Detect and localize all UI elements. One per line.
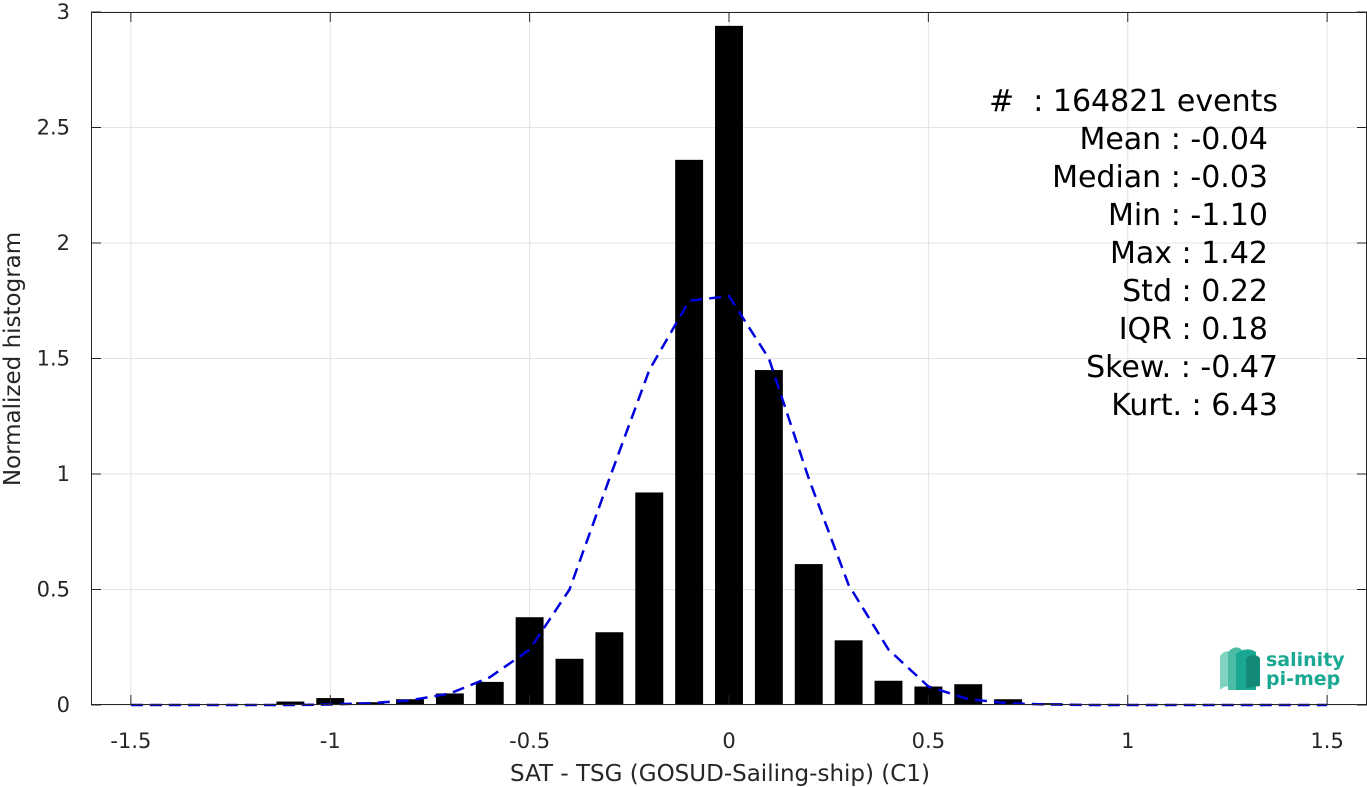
histogram-bar	[515, 617, 544, 705]
histogram-bar	[475, 681, 504, 705]
x-tick-label: -1.5	[110, 729, 151, 753]
stat-line: Max : 1.42	[1110, 236, 1268, 271]
histogram-bar	[635, 492, 664, 705]
y-tick-label: 0	[57, 693, 70, 717]
y-tick-label: 3	[57, 0, 70, 24]
x-tick-label: 0.5	[912, 729, 945, 753]
histogram-bar	[874, 680, 903, 705]
histogram-bar	[754, 370, 783, 705]
stat-line: Median : -0.03	[1052, 160, 1268, 195]
y-axis-label: Normalized histogram	[0, 232, 26, 486]
y-tick-labels: 0 0.5 1 1.5 2 2.5 3	[37, 0, 70, 717]
histogram-bar	[435, 693, 464, 705]
x-tick-label: 0	[722, 729, 735, 753]
histogram-bar	[396, 699, 424, 705]
x-tick-label: -1	[320, 729, 341, 753]
logo-text-pimep: pi-mep	[1266, 668, 1340, 690]
x-tick-label: 1	[1121, 729, 1134, 753]
histogram-bar	[794, 564, 823, 705]
histogram-bar	[834, 640, 863, 705]
x-axis-label: SAT - TSG (GOSUD-Sailing-ship) (C1)	[510, 761, 930, 787]
histogram-bar	[994, 699, 1023, 705]
y-tick-label: 1.5	[37, 347, 70, 371]
stat-line: Mean : -0.04	[1079, 122, 1268, 157]
axis-ticks	[91, 11, 1367, 706]
stat-line: IQR : 0.18	[1119, 312, 1268, 347]
salinity-pimep-logo: salinity pi-mep	[1220, 647, 1345, 690]
histogram-bar	[276, 701, 305, 705]
y-tick-label: 0.5	[37, 578, 70, 602]
y-tick-label: 1	[57, 462, 70, 486]
y-tick-label: 2	[57, 231, 70, 255]
histogram-bar	[555, 658, 584, 705]
bar-series	[276, 25, 1062, 706]
histogram-bar	[954, 684, 983, 705]
histogram-bar	[715, 25, 743, 706]
stat-line: Kurt. : 6.43	[1111, 388, 1278, 423]
x-tick-labels: -1.5 -1 -0.5 0 0.5 1 1.5	[110, 729, 1343, 753]
logo-wave-icon	[1220, 647, 1260, 690]
x-tick-label: 1.5	[1310, 729, 1343, 753]
histogram-bar	[595, 632, 624, 705]
stat-line: Min : -1.10	[1108, 198, 1268, 233]
stat-line: # : 164821 events	[989, 84, 1278, 119]
stat-line: Std : 0.22	[1122, 274, 1268, 309]
histogram-bar	[675, 159, 704, 706]
logo-text-salinity: salinity	[1266, 649, 1345, 671]
y-tick-label: 2.5	[37, 116, 70, 140]
stat-line: Skew. : -0.47	[1086, 350, 1278, 385]
x-tick-label: -0.5	[509, 729, 550, 753]
